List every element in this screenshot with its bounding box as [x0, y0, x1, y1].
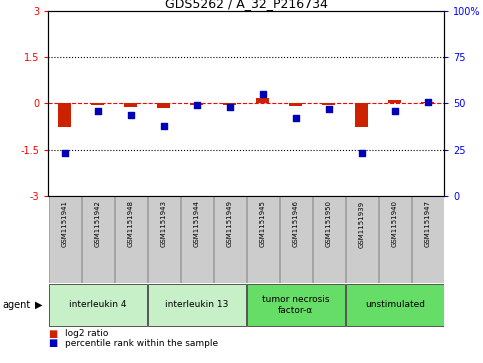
Text: percentile rank within the sample: percentile rank within the sample	[65, 339, 218, 347]
Bar	[256, 98, 270, 103]
Bar	[181, 196, 213, 283]
Text: ■: ■	[48, 329, 57, 339]
Bar	[412, 196, 444, 283]
Bar	[115, 196, 147, 283]
Bar	[49, 284, 147, 326]
Bar	[214, 196, 246, 283]
Bar	[355, 103, 369, 127]
Text: ▶: ▶	[35, 300, 43, 310]
Text: GSM1151944: GSM1151944	[194, 200, 200, 247]
Bar	[223, 103, 237, 105]
Text: GSM1151940: GSM1151940	[392, 200, 398, 247]
Bar	[49, 196, 81, 283]
Point	[424, 99, 432, 105]
Point	[160, 123, 168, 129]
Text: GSM1151942: GSM1151942	[95, 200, 101, 247]
Bar	[289, 103, 302, 106]
Bar	[322, 103, 335, 105]
Bar	[346, 196, 378, 283]
Point	[226, 104, 234, 110]
Point	[193, 102, 201, 108]
Text: ■: ■	[48, 338, 57, 348]
Text: log2 ratio: log2 ratio	[65, 330, 109, 338]
Bar	[190, 103, 203, 105]
Bar	[82, 196, 114, 283]
Bar	[379, 196, 411, 283]
Bar	[346, 284, 444, 326]
Bar	[421, 102, 435, 103]
Text: unstimulated: unstimulated	[365, 301, 425, 309]
Bar	[91, 103, 104, 105]
Bar	[148, 196, 180, 283]
Bar	[388, 100, 401, 103]
Text: GSM1151941: GSM1151941	[62, 200, 68, 247]
Text: GSM1151947: GSM1151947	[425, 200, 431, 247]
Point	[94, 108, 102, 114]
Text: GSM1151939: GSM1151939	[359, 200, 365, 248]
Bar	[247, 284, 345, 326]
Text: interleukin 4: interleukin 4	[69, 301, 127, 309]
Point	[358, 151, 366, 156]
Bar	[247, 196, 279, 283]
Text: interleukin 13: interleukin 13	[165, 301, 228, 309]
Title: GDS5262 / A_32_P216734: GDS5262 / A_32_P216734	[165, 0, 328, 10]
Text: GSM1151945: GSM1151945	[260, 200, 266, 247]
Text: GSM1151949: GSM1151949	[227, 200, 233, 247]
Text: GSM1151943: GSM1151943	[161, 200, 167, 247]
Point	[292, 115, 299, 121]
Text: GSM1151950: GSM1151950	[326, 200, 332, 247]
Bar	[124, 103, 138, 107]
Text: GSM1151948: GSM1151948	[128, 200, 134, 247]
Point	[61, 151, 69, 156]
Point	[259, 91, 267, 97]
Bar	[280, 196, 312, 283]
Text: agent: agent	[2, 300, 30, 310]
Point	[325, 106, 333, 112]
Text: tumor necrosis
factor-α: tumor necrosis factor-α	[262, 295, 329, 315]
Bar	[148, 284, 246, 326]
Point	[391, 108, 399, 114]
Bar	[313, 196, 345, 283]
Bar	[58, 103, 71, 127]
Point	[127, 112, 135, 118]
Bar	[157, 103, 170, 108]
Text: GSM1151946: GSM1151946	[293, 200, 299, 247]
